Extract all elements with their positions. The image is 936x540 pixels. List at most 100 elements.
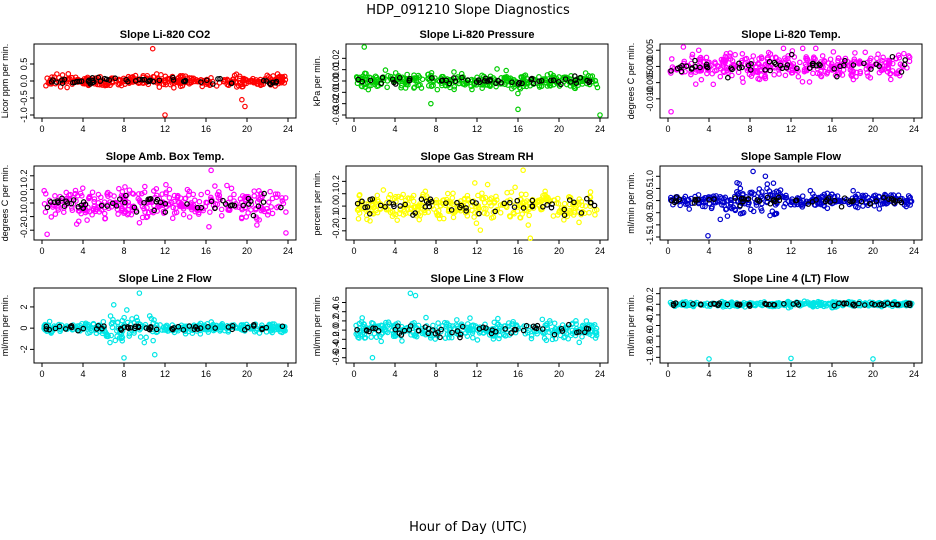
data-point-reference xyxy=(370,325,376,331)
data-point-reference xyxy=(68,322,75,329)
data-point xyxy=(175,192,181,199)
data-point-reference xyxy=(407,323,414,329)
chart-title: Slope Li-820 Pressure xyxy=(420,29,535,41)
y-tick-label: -0.8 xyxy=(645,339,655,355)
data-point-reference xyxy=(784,62,791,68)
data-point xyxy=(243,80,250,87)
x-tick-label: 24 xyxy=(283,246,293,256)
chart-title: Slope Gas Stream RH xyxy=(420,151,533,163)
data-point xyxy=(499,80,505,87)
data-point-reference xyxy=(850,301,856,308)
data-point xyxy=(434,212,441,219)
x-tick-label: 20 xyxy=(242,246,252,256)
data-point xyxy=(597,112,603,118)
data-point-reference xyxy=(707,301,714,307)
data-point xyxy=(126,187,133,193)
data-point xyxy=(865,73,871,79)
data-point xyxy=(265,208,272,215)
y-tick-label: -0.1 xyxy=(19,209,29,225)
data-point xyxy=(542,192,548,198)
data-point-reference xyxy=(514,197,521,204)
y-tick-label: 1.0 xyxy=(645,170,655,183)
data-point xyxy=(359,315,366,321)
data-point xyxy=(372,78,379,85)
data-point xyxy=(739,57,745,64)
data-point xyxy=(735,69,742,76)
x-tick-label: 8 xyxy=(747,369,752,379)
data-point xyxy=(390,333,397,340)
data-point-reference xyxy=(109,200,116,207)
data-point-reference xyxy=(266,80,273,86)
data-point xyxy=(119,337,126,344)
data-point xyxy=(403,78,410,85)
data-point-reference xyxy=(359,78,366,85)
data-point-reference xyxy=(397,203,403,209)
data-point xyxy=(163,322,170,329)
data-point-reference xyxy=(805,201,812,207)
data-point-reference xyxy=(203,77,210,84)
data-point xyxy=(810,191,816,197)
data-point xyxy=(764,181,771,187)
data-point xyxy=(110,301,117,308)
data-point xyxy=(103,331,110,337)
data-point xyxy=(149,45,156,52)
y-tick-label: 0.00 xyxy=(331,72,341,90)
data-point xyxy=(360,321,367,327)
data-point-reference xyxy=(133,209,140,215)
data-point xyxy=(762,173,769,180)
y-tick-label: -0.02 xyxy=(331,93,341,114)
data-point-reference xyxy=(273,80,279,86)
data-point-reference xyxy=(101,323,107,329)
data-point xyxy=(397,205,404,212)
data-point-reference xyxy=(386,200,393,206)
data-point-reference xyxy=(398,332,405,338)
data-point-reference xyxy=(837,63,843,70)
data-point xyxy=(727,50,733,56)
chart-title: Slope Sample Flow xyxy=(741,151,842,163)
x-tick-label: 0 xyxy=(351,369,356,379)
x-tick-label: 16 xyxy=(201,369,211,379)
data-point xyxy=(840,67,847,73)
data-point xyxy=(732,51,738,58)
data-point-reference xyxy=(156,77,163,84)
data-point xyxy=(188,75,195,81)
data-point-reference xyxy=(520,205,527,211)
data-point xyxy=(122,184,128,190)
data-point-reference xyxy=(61,203,68,209)
data-point-reference xyxy=(354,200,361,207)
data-point xyxy=(228,185,235,192)
x-tick-label: 24 xyxy=(909,246,919,256)
data-point xyxy=(681,198,688,205)
data-point xyxy=(264,72,270,79)
data-point xyxy=(488,202,494,209)
data-point xyxy=(876,206,883,212)
data-point xyxy=(864,59,871,66)
data-point xyxy=(171,198,177,205)
data-point xyxy=(789,48,796,54)
data-point xyxy=(239,96,245,103)
data-point-reference xyxy=(355,76,362,83)
data-point xyxy=(166,195,173,201)
data-point xyxy=(825,301,831,307)
data-point-reference xyxy=(668,67,674,74)
y-tick-label: 0.2 xyxy=(645,287,655,300)
x-tick-label: 16 xyxy=(513,369,523,379)
data-point xyxy=(356,335,362,341)
data-point xyxy=(901,50,907,57)
data-point-reference xyxy=(766,59,773,65)
data-point xyxy=(473,82,480,88)
data-point-reference xyxy=(834,73,840,80)
data-point-reference xyxy=(888,195,895,202)
data-point xyxy=(150,337,156,344)
data-point-reference xyxy=(562,76,569,82)
data-point xyxy=(769,55,776,61)
data-point xyxy=(758,55,765,62)
data-point xyxy=(858,60,864,67)
y-tick-label: 0.4 xyxy=(331,305,341,318)
data-point xyxy=(107,313,114,319)
data-point-reference xyxy=(516,79,523,86)
data-point xyxy=(557,332,564,339)
data-point xyxy=(756,55,762,62)
data-point xyxy=(504,189,510,196)
data-point xyxy=(466,325,473,332)
